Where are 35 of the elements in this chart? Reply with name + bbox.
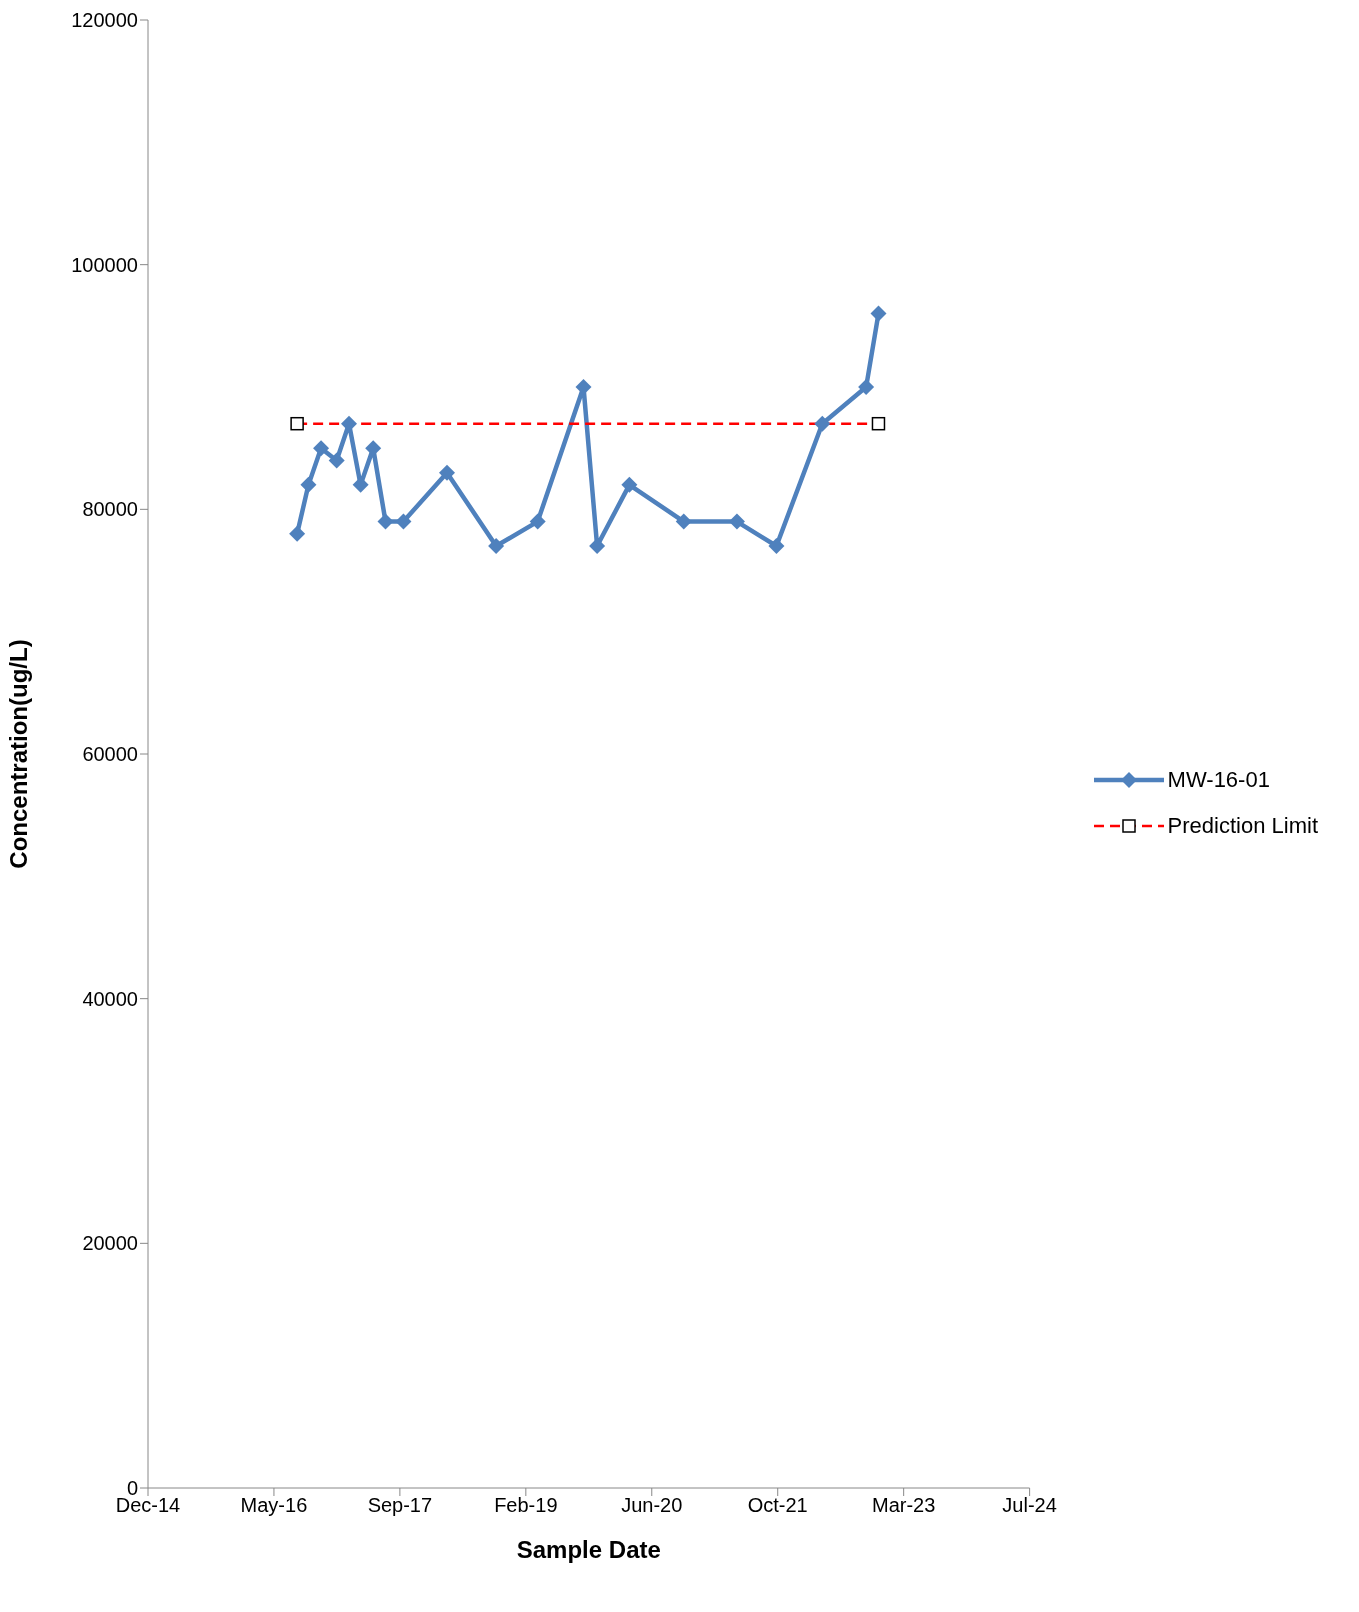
point [575,379,592,395]
point [768,538,785,555]
y-tick-label: 100000 [71,253,138,276]
point [300,476,317,493]
point [621,476,638,493]
x-tick-label: Jun-20 [621,1494,683,1517]
y-tick-label: 120000 [71,9,138,32]
x-tick-label: Feb-19 [494,1494,558,1517]
point [438,464,455,481]
point [589,538,606,555]
point [289,525,306,542]
point [395,513,412,530]
x-tick-label: Mar-23 [871,1494,936,1517]
point [858,379,875,395]
x-tick-label: Jul-24 [1002,1494,1057,1517]
point [377,513,394,530]
point [529,513,546,530]
x-axis-title: Sample Date [516,1536,661,1563]
legend-label: Prediction Limit [1166,812,1318,840]
point [675,513,692,530]
y-tick-label: 20000 [82,1232,138,1255]
point [328,452,345,469]
x-tick-label: Oct-21 [747,1494,808,1517]
x-tick-label: Sep-17 [367,1494,433,1517]
y-tick-label: 40000 [82,987,138,1010]
x-tick-label: May-16 [240,1494,308,1517]
point [728,513,745,530]
y-tick-label: 80000 [82,498,138,521]
y-tick-label: 60000 [82,743,138,766]
y-axis-title: Concentration(ug/L) [4,639,32,869]
legend-label: MW-16-01 [1166,766,1270,794]
point [313,440,330,457]
point [814,415,831,432]
point [488,538,505,555]
point [870,305,887,322]
